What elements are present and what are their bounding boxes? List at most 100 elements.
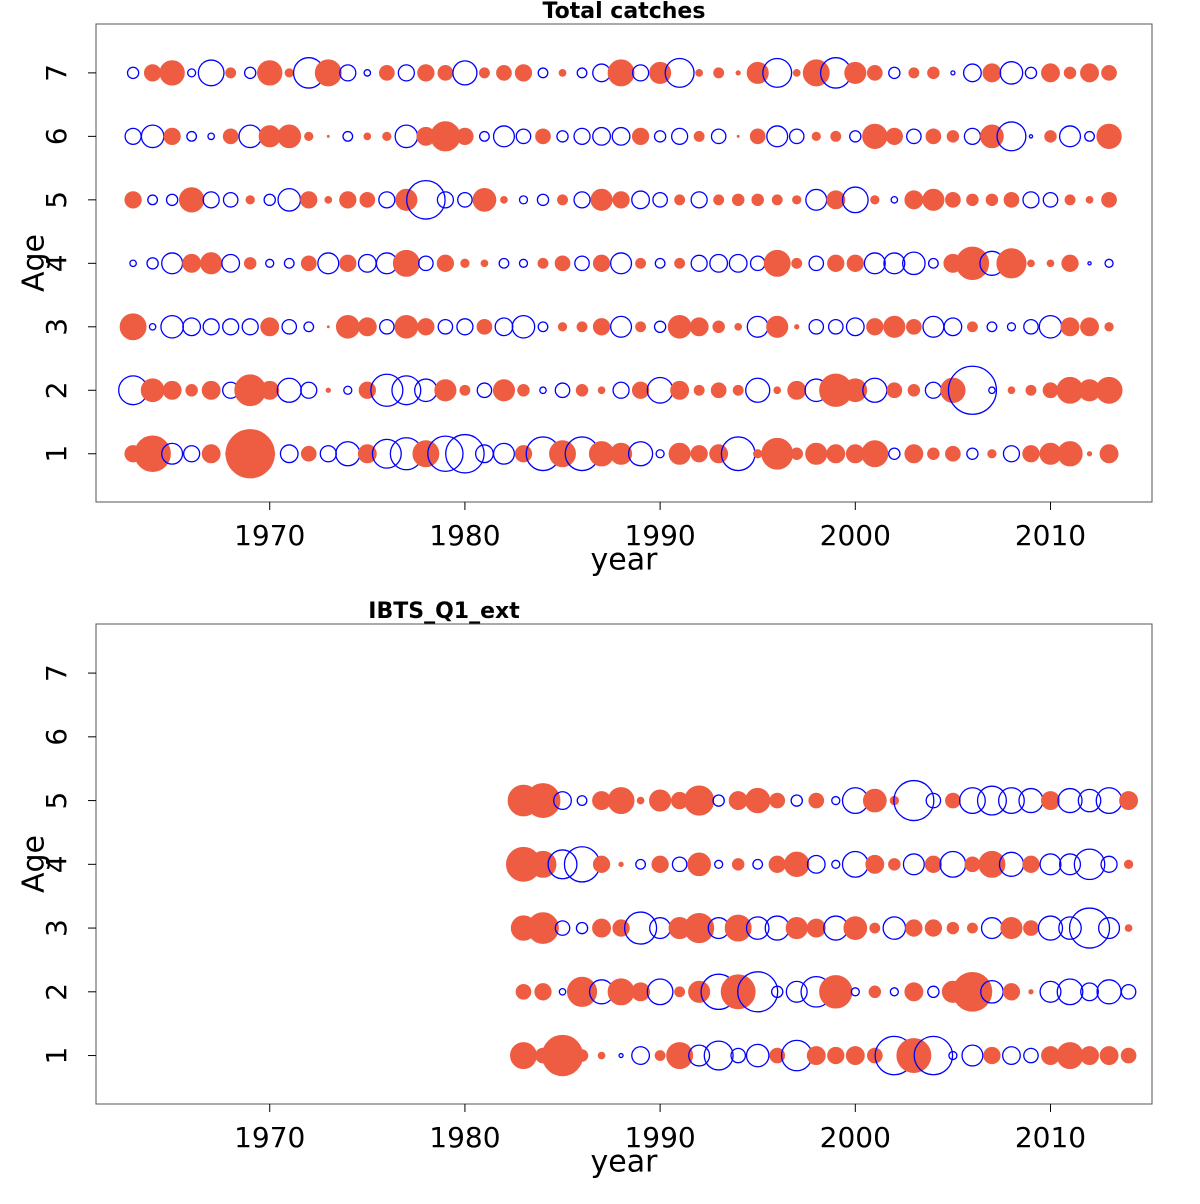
bubble bbox=[827, 1046, 845, 1065]
bubble bbox=[300, 191, 318, 209]
bubble bbox=[631, 190, 651, 210]
bubble bbox=[925, 792, 942, 809]
x-tick-label: 2010 bbox=[1015, 1121, 1086, 1154]
bubble bbox=[846, 254, 864, 272]
bubble bbox=[494, 317, 514, 337]
x-tick-label: 2000 bbox=[820, 1121, 891, 1154]
y-tick-label: 1 bbox=[40, 445, 73, 463]
bubble bbox=[927, 66, 940, 80]
bubble bbox=[924, 855, 943, 873]
bubble bbox=[1104, 322, 1114, 332]
bubble bbox=[831, 859, 841, 869]
bubble bbox=[610, 252, 633, 275]
bubble bbox=[1022, 191, 1040, 209]
bubble bbox=[1120, 1047, 1137, 1064]
bubble bbox=[866, 318, 884, 336]
bubble bbox=[849, 130, 862, 143]
bubble bbox=[674, 986, 686, 998]
bubble bbox=[888, 447, 901, 461]
bubble bbox=[670, 127, 689, 146]
bubble bbox=[728, 791, 748, 811]
bubble bbox=[924, 381, 943, 399]
bubble bbox=[1041, 791, 1060, 811]
bubble bbox=[1085, 195, 1094, 204]
bubble bbox=[575, 384, 589, 397]
bubble bbox=[357, 444, 377, 464]
bubble bbox=[147, 194, 159, 206]
bubble bbox=[557, 194, 568, 206]
y-tick-label: 4 bbox=[40, 254, 73, 272]
y-tick-label: 7 bbox=[40, 664, 73, 682]
bubble bbox=[437, 318, 454, 335]
bubble bbox=[806, 854, 826, 874]
bubble bbox=[963, 127, 982, 146]
bubble bbox=[335, 441, 361, 467]
bubble bbox=[869, 922, 881, 934]
bubble bbox=[1077, 788, 1102, 813]
bubble bbox=[964, 856, 981, 873]
bubble bbox=[241, 318, 259, 336]
bubble bbox=[790, 794, 803, 807]
bubble bbox=[688, 980, 711, 1003]
bubble bbox=[1038, 314, 1063, 339]
bubble bbox=[527, 912, 559, 944]
bubble bbox=[737, 971, 779, 1013]
bubble bbox=[674, 257, 686, 269]
bubble bbox=[1039, 853, 1062, 876]
bubble bbox=[906, 318, 922, 335]
bubble bbox=[124, 127, 142, 146]
y-tick-label: 3 bbox=[40, 919, 73, 937]
bubble bbox=[805, 188, 828, 211]
bubble bbox=[276, 377, 302, 403]
bubble bbox=[553, 791, 572, 811]
bubble bbox=[713, 67, 725, 79]
bubble bbox=[554, 382, 571, 399]
bubble bbox=[317, 252, 340, 275]
bubble bbox=[1057, 787, 1083, 814]
bubble bbox=[986, 321, 998, 333]
bubble bbox=[635, 321, 647, 333]
bubble bbox=[649, 917, 672, 940]
bubble bbox=[394, 124, 419, 149]
bubble bbox=[140, 378, 165, 403]
bubble bbox=[186, 68, 197, 78]
bubble bbox=[751, 193, 764, 207]
bubble bbox=[574, 255, 590, 272]
bubble bbox=[592, 254, 611, 272]
bubble bbox=[576, 321, 588, 333]
bubble bbox=[339, 254, 357, 272]
bubble bbox=[539, 386, 547, 395]
bubble bbox=[945, 445, 961, 462]
bubble bbox=[808, 318, 825, 335]
bubble bbox=[1027, 259, 1035, 268]
bubble bbox=[1023, 318, 1039, 335]
bubble bbox=[514, 64, 533, 82]
bubble bbox=[1028, 989, 1034, 995]
bubble bbox=[646, 376, 674, 404]
bubble bbox=[575, 1049, 589, 1062]
bubble bbox=[690, 445, 708, 463]
bubble bbox=[889, 987, 899, 997]
bubble bbox=[418, 255, 434, 272]
bubble bbox=[618, 861, 624, 867]
bubble bbox=[1002, 1046, 1021, 1066]
bubble bbox=[1084, 130, 1095, 142]
bubble bbox=[343, 385, 353, 395]
bubble bbox=[666, 1042, 694, 1070]
bubble bbox=[771, 194, 783, 206]
bubble bbox=[1101, 191, 1117, 208]
bubble bbox=[500, 195, 508, 204]
bubble bbox=[763, 249, 791, 277]
bubble bbox=[182, 445, 201, 463]
bubble bbox=[945, 191, 961, 208]
bubble bbox=[1007, 386, 1016, 395]
bubble bbox=[357, 317, 377, 337]
bubble bbox=[498, 257, 510, 269]
bubble bbox=[885, 127, 903, 146]
bubble bbox=[222, 318, 240, 336]
bubble bbox=[222, 128, 239, 145]
bubble bbox=[862, 788, 887, 813]
x-tick-label: 1980 bbox=[429, 1121, 500, 1154]
bubble bbox=[966, 193, 979, 207]
bubble bbox=[391, 375, 422, 406]
